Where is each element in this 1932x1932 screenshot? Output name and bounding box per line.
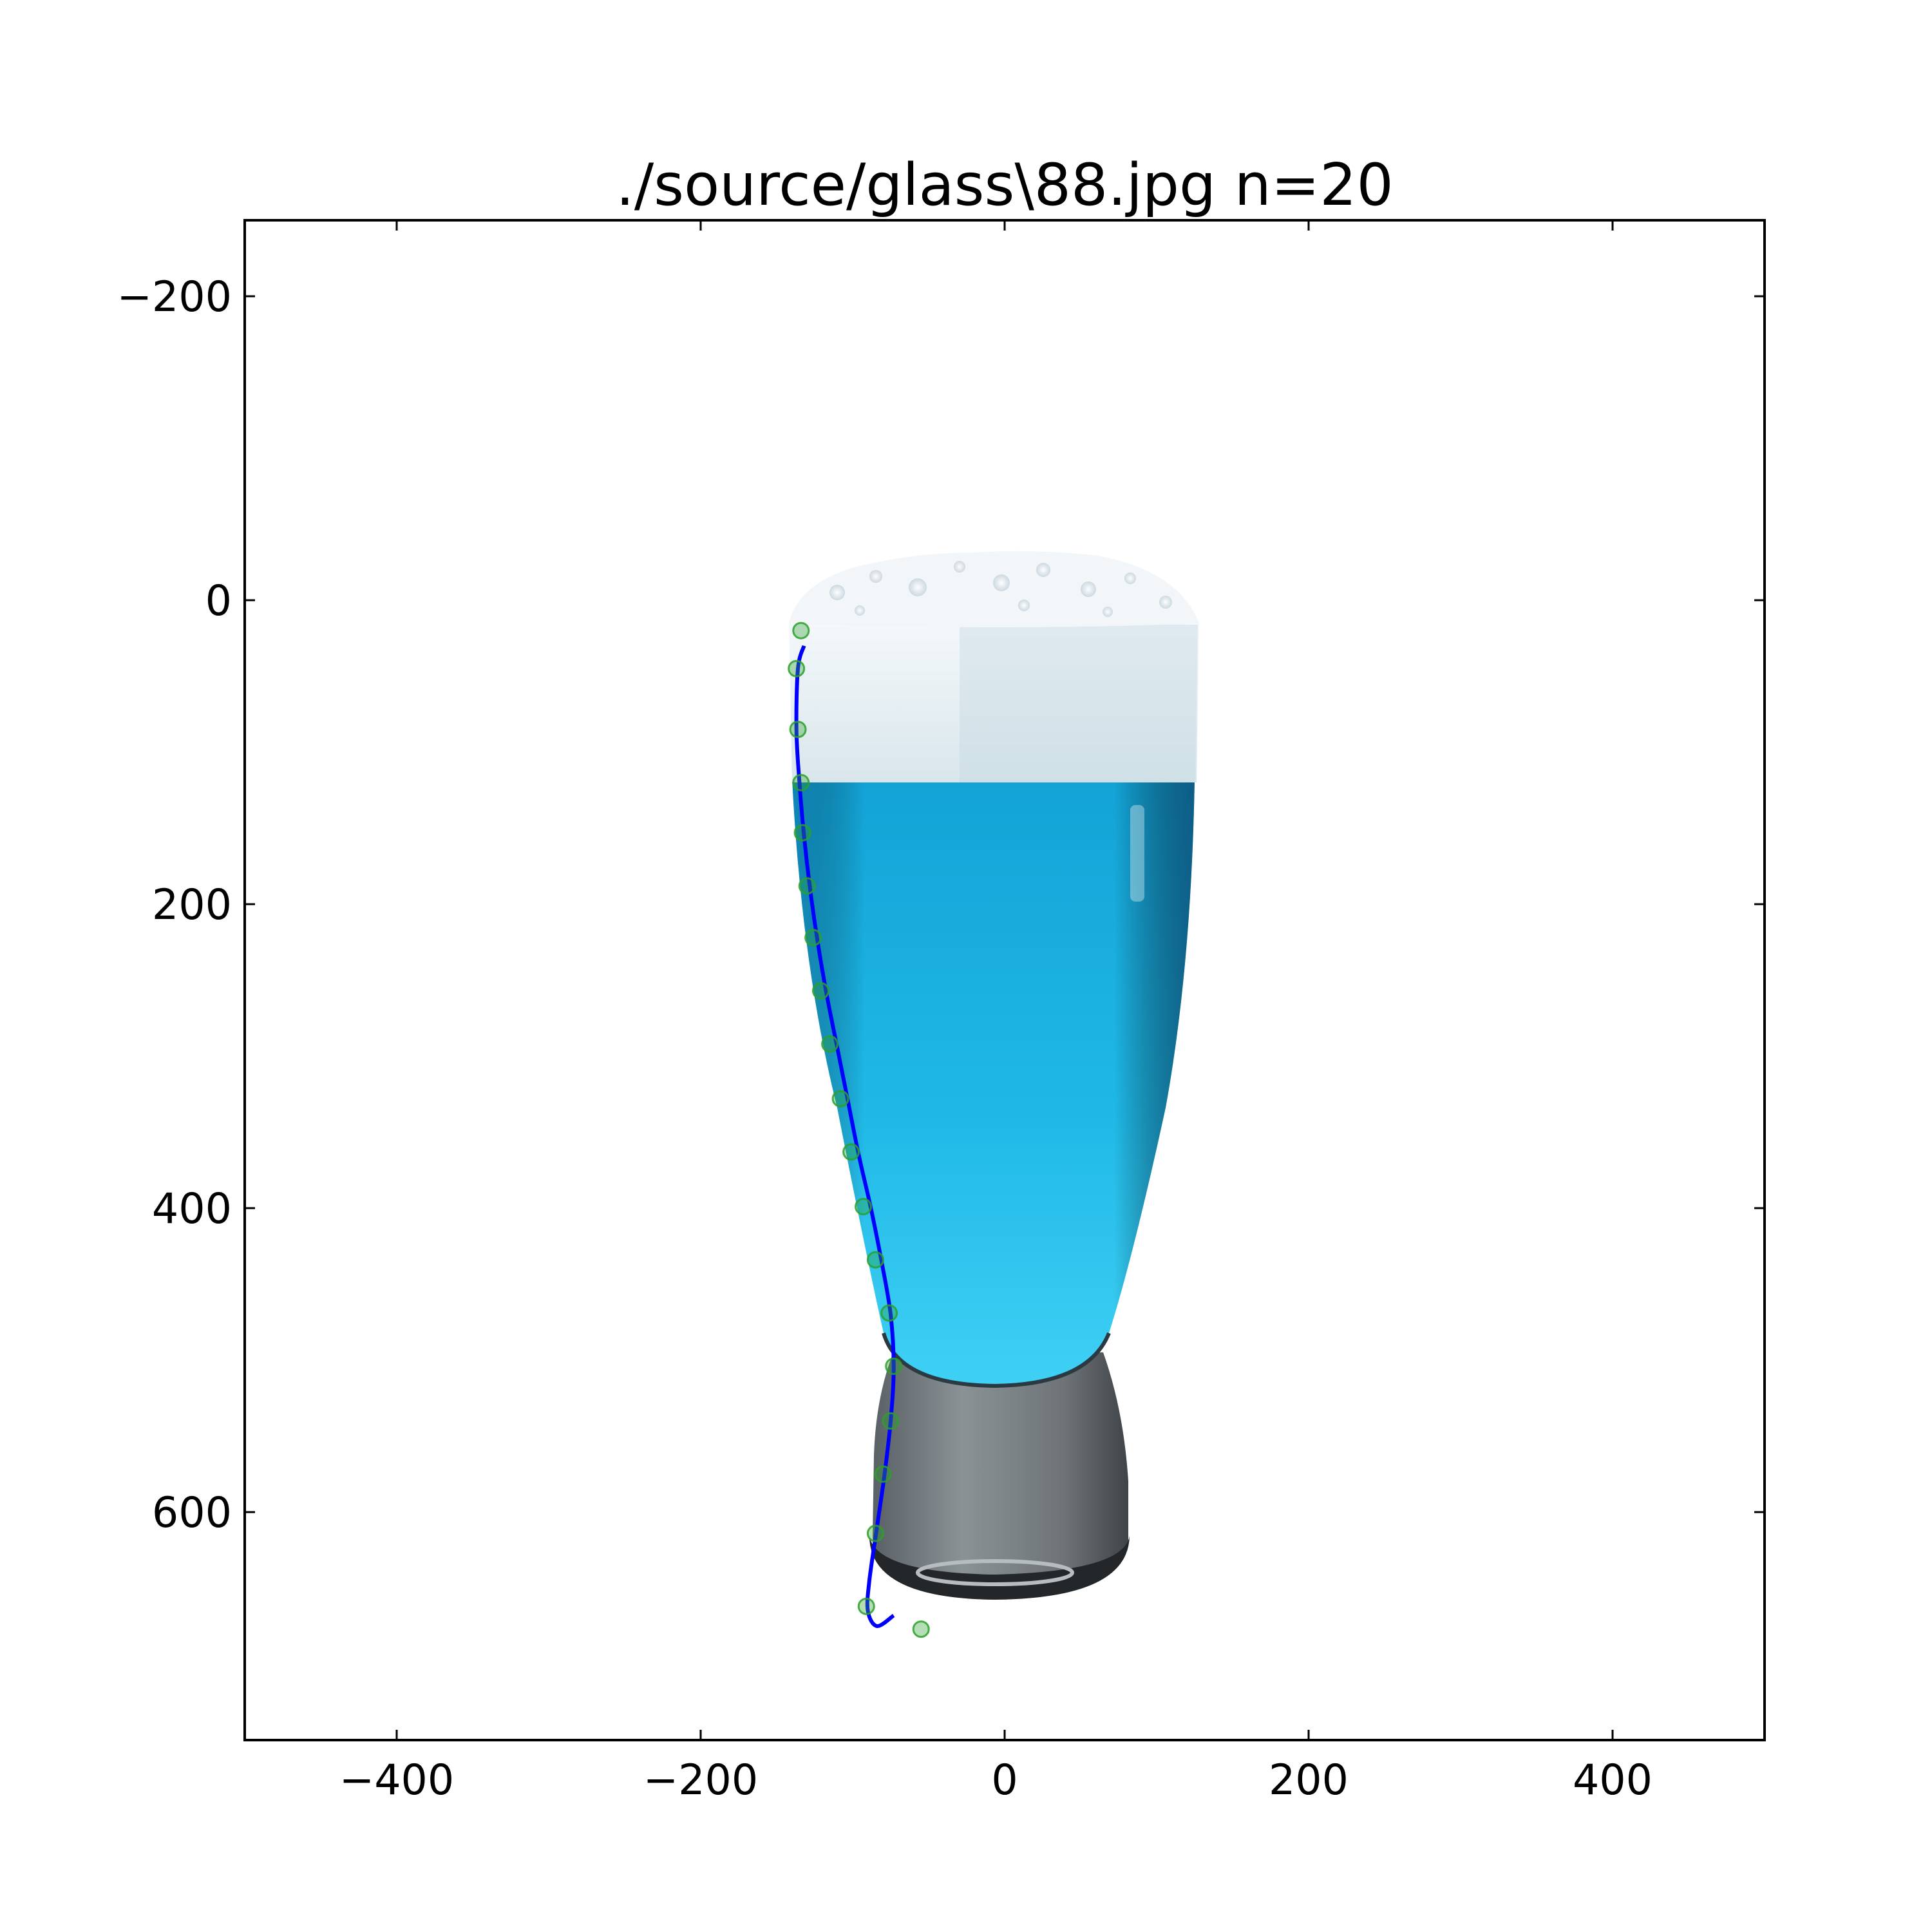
x-tick-label: −200 (643, 1756, 759, 1804)
contour-point (789, 721, 807, 739)
y-tick-label: 600 (152, 1489, 232, 1537)
x-axis: −400 −200 0 200 400 (339, 220, 1653, 1804)
contour-point (855, 1198, 873, 1216)
chart-title: ./source/glass\88.jpg n=20 (616, 151, 1394, 219)
y-tick-label: 400 (152, 1185, 232, 1233)
contour-point (831, 1090, 849, 1108)
contour-point (792, 773, 810, 791)
x-tick-label: 200 (1269, 1756, 1349, 1804)
contour-point (912, 1620, 930, 1638)
contour-point (793, 824, 811, 842)
contour-line-series (794, 645, 896, 1628)
glass-image (789, 551, 1199, 1600)
glass-base (873, 1352, 1128, 1591)
contour-point (821, 1035, 839, 1053)
y-tick-label: 0 (205, 577, 232, 625)
x-tick-label: −400 (339, 1756, 455, 1804)
y-tick-label: 200 (152, 881, 232, 929)
foam (789, 621, 1199, 782)
contour-point (811, 982, 829, 1000)
glass-foot-ring (916, 1559, 1074, 1586)
glass-foot (869, 1536, 1130, 1600)
contour-point (798, 877, 816, 895)
contour-point (792, 621, 810, 639)
foam-bubbles (829, 561, 1172, 617)
contour-point (880, 1304, 898, 1322)
contour-point (882, 1412, 900, 1430)
foam-head (789, 551, 1199, 627)
contour-point (804, 929, 822, 947)
contour-point (842, 1143, 860, 1161)
contour-point (788, 659, 806, 677)
contour-point (874, 1465, 892, 1483)
x-tick-label: 400 (1573, 1756, 1653, 1804)
contour-point (866, 1524, 884, 1542)
contour-points-series (788, 621, 930, 1638)
contour-point (885, 1357, 903, 1375)
y-tick-label: −200 (117, 273, 232, 321)
contour-point (866, 1251, 884, 1269)
contour-point (857, 1597, 875, 1615)
contour-line (794, 645, 896, 1628)
y-axis: −200 0 200 400 600 (117, 273, 1765, 1537)
x-tick-label: 0 (991, 1756, 1018, 1804)
